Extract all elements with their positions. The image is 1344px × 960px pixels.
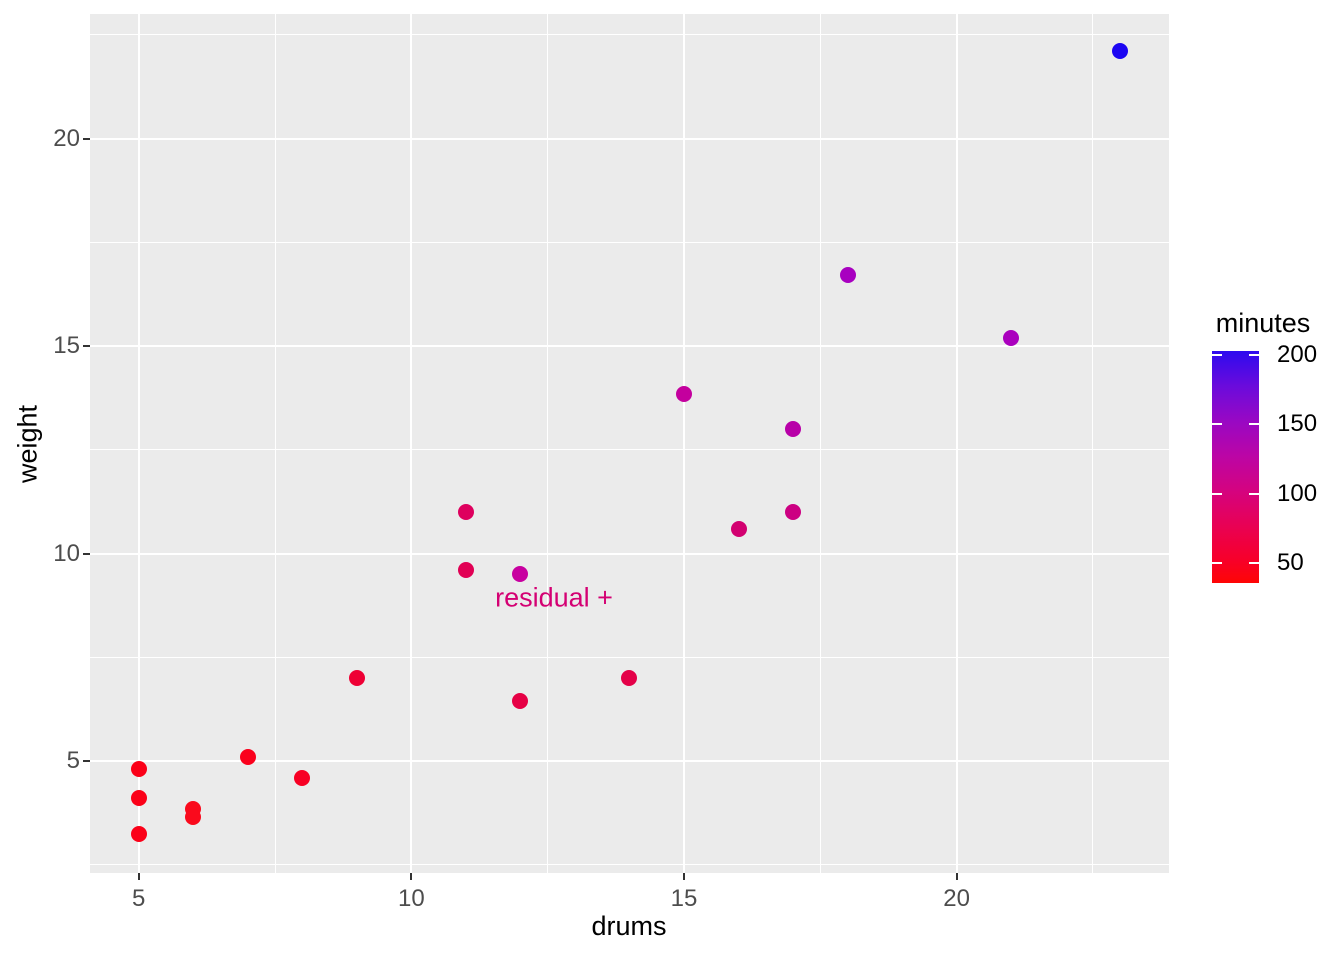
gridline-major-x (137, 14, 140, 873)
y-axis-tick-mark (83, 552, 90, 555)
data-point (1003, 329, 1020, 346)
data-point (839, 267, 856, 284)
data-point (785, 504, 802, 520)
data-point (130, 790, 147, 807)
y-axis-tick-mark (83, 345, 90, 347)
data-point (1112, 43, 1129, 60)
x-axis-tick-label: 15 (670, 885, 698, 912)
legend-tick-mark (1212, 423, 1222, 426)
data-point (130, 825, 147, 842)
legend-tick-mark (1212, 492, 1222, 495)
x-axis-tick-label: 5 (132, 885, 146, 912)
legend-tick-mark (1212, 354, 1222, 356)
x-axis-tick-mark (683, 873, 685, 880)
legend-tick-mark (1249, 423, 1259, 426)
gridline-major-y (90, 137, 1169, 140)
data-point (621, 670, 638, 686)
gridline-major-x (410, 14, 413, 873)
x-axis-tick-mark (137, 873, 140, 880)
gridline-minor-x (819, 14, 821, 873)
legend-tick-label: 100 (1277, 479, 1318, 507)
data-point (676, 385, 692, 402)
gridline-major-x (683, 14, 685, 873)
data-point (185, 809, 202, 826)
legend-tick-mark (1249, 492, 1259, 495)
x-axis-tick-mark (410, 873, 413, 880)
data-point (457, 504, 474, 520)
legend-title: minutes (1215, 308, 1311, 338)
data-point (785, 421, 802, 437)
data-point (730, 520, 747, 537)
data-point (348, 670, 365, 686)
x-axis-tick-mark (955, 873, 958, 880)
data-point (512, 692, 529, 709)
data-point (239, 748, 256, 765)
gridline-major-x (955, 14, 958, 873)
legend-colorbar (1212, 351, 1259, 583)
gridline-minor-y (90, 449, 1169, 451)
gridline-minor-y (90, 656, 1169, 658)
legend-tick-label: 200 (1277, 341, 1318, 368)
gridline-minor-y (90, 241, 1169, 243)
gridline-major-y (90, 345, 1169, 347)
data-point (457, 562, 474, 579)
gridline-minor-x (1092, 14, 1094, 873)
legend-tick-mark (1212, 561, 1222, 564)
x-axis-tick-label: 20 (943, 885, 970, 912)
data-point (294, 769, 311, 786)
gridline-minor-y (90, 864, 1169, 866)
plot-panel (90, 14, 1169, 873)
data-point (512, 566, 529, 583)
y-axis-tick-mark (83, 137, 90, 140)
gridline-major-y (90, 552, 1169, 555)
y-axis-tick-mark (83, 760, 90, 762)
gridline-major-y (90, 760, 1169, 762)
legend-tick-label: 50 (1277, 548, 1304, 576)
y-axis-tick-label: 20 (53, 124, 80, 152)
legend-tick-mark (1249, 561, 1259, 564)
gridline-minor-x (274, 14, 276, 873)
x-axis-tick-label: 10 (397, 885, 425, 912)
y-axis-tick-label: 15 (53, 332, 80, 359)
colorbar-legend: minutes 200 150 100 50 (1196, 300, 1344, 600)
data-point (130, 761, 147, 778)
x-axis-title: drums (591, 911, 667, 941)
gridline-minor-x (547, 14, 549, 873)
y-axis-title: weight (12, 404, 43, 484)
annotation-residual: residual + (495, 582, 613, 613)
legend-tick-label: 150 (1277, 410, 1318, 438)
y-axis-tick-label: 5 (66, 747, 80, 774)
legend-tick-mark (1249, 354, 1259, 356)
gridline-minor-y (90, 34, 1169, 36)
y-axis-tick-label: 10 (53, 539, 80, 567)
